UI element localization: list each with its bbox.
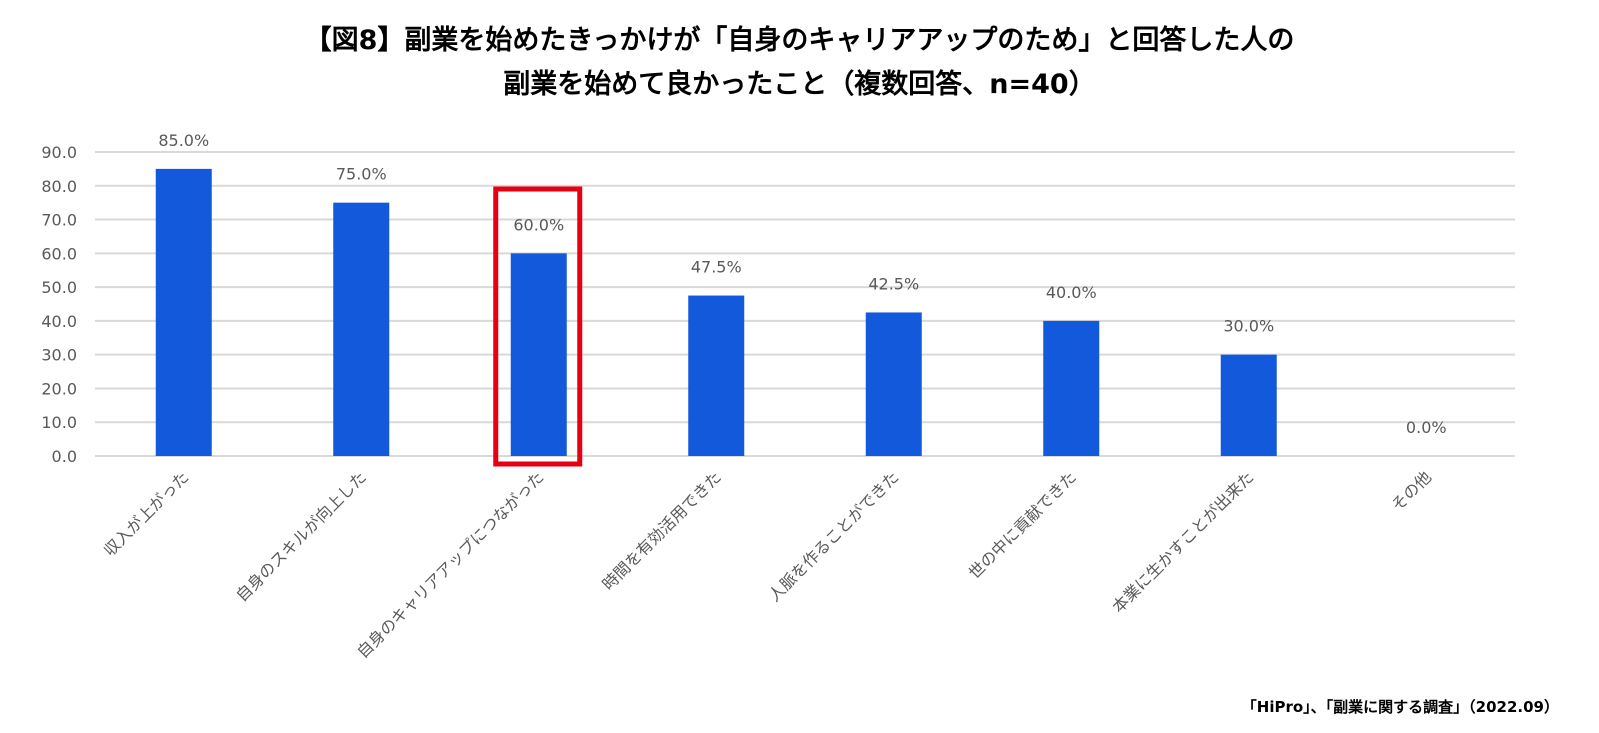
data-label: 30.0%	[1223, 317, 1274, 336]
y-tick-label: 60.0	[41, 244, 77, 263]
data-label: 42.5%	[868, 274, 919, 293]
y-tick-label: 20.0	[41, 379, 77, 398]
chart-title-line2: 副業を始めて良かったこと（複数回答、n=40）	[503, 69, 1096, 100]
data-label: 0.0%	[1406, 418, 1447, 437]
bar	[688, 295, 745, 456]
bar	[1220, 354, 1277, 456]
data-label: 60.0%	[513, 215, 564, 234]
y-tick-label: 40.0	[41, 312, 77, 331]
category-label: 時間を有効活用できた	[598, 467, 725, 594]
category-label: 人脈を作ることができた	[765, 467, 903, 605]
y-tick-label: 70.0	[41, 211, 77, 230]
source-note: 「HiPro」、「副業に関する調査」（2022.09）	[1241, 698, 1559, 716]
chart-title-line1: 【図8】副業を始めたきっかけが「自身のキャリアアップのため」と回答した人の	[304, 25, 1295, 56]
data-label: 85.0%	[158, 131, 209, 150]
data-label: 40.0%	[1046, 283, 1097, 302]
y-tick-label: 0.0	[52, 447, 77, 466]
bar	[333, 202, 390, 456]
y-tick-label: 30.0	[41, 346, 77, 365]
y-tick-label: 50.0	[41, 278, 77, 297]
category-label: 自身のスキルが向上した	[232, 467, 370, 605]
bar	[510, 253, 567, 456]
category-label: その他	[1388, 467, 1435, 514]
bar	[1043, 320, 1100, 456]
category-label: 世の中に貢献できた	[965, 467, 1080, 582]
bar	[155, 168, 212, 456]
category-label: 自身のキャリアアップにつながった	[353, 467, 547, 661]
y-tick-label: 80.0	[41, 177, 77, 196]
data-label: 47.5%	[691, 258, 742, 277]
y-tick-label: 90.0	[41, 143, 77, 162]
category-label: 本業に生かすことが出来た	[1108, 467, 1257, 616]
highlight-box	[493, 186, 583, 467]
category-label: 収入が上がった	[100, 467, 193, 560]
y-tick-label: 10.0	[41, 413, 77, 432]
data-label: 75.0%	[336, 165, 387, 184]
bar	[865, 312, 922, 456]
